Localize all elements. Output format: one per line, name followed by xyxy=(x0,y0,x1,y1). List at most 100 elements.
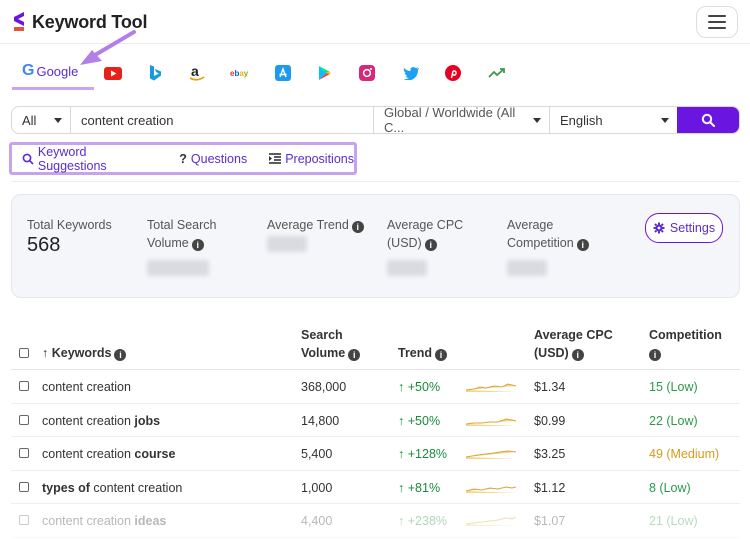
row-checkbox[interactable] xyxy=(19,448,29,458)
keyword-cell[interactable]: content creation course xyxy=(42,447,175,461)
keyword-highlight: types of xyxy=(42,480,90,495)
engine-tab-twitter[interactable] xyxy=(402,64,420,82)
cpc-cell: $1.12 xyxy=(534,480,566,495)
row-checkbox[interactable] xyxy=(19,414,29,425)
row-checkbox[interactable] xyxy=(19,481,29,492)
app-store-icon xyxy=(275,65,291,81)
stat-average-cpc-label-1: Average CPC xyxy=(387,218,464,232)
chevron-down-icon xyxy=(533,118,541,123)
stat-average-competition-label-2: Competition xyxy=(507,236,574,250)
stat-average-cpc-label-2: (USD) xyxy=(387,236,422,250)
settings-button-label: Settings xyxy=(669,221,716,235)
active-tab-underline xyxy=(12,87,94,90)
info-icon[interactable]: i xyxy=(435,349,448,361)
info-icon[interactable]: i xyxy=(424,239,437,251)
language-select[interactable]: English xyxy=(550,107,677,133)
row-checkbox[interactable] xyxy=(19,515,29,525)
location-select-value: Global / Worldwide (All C... xyxy=(384,106,516,134)
keyword-cell[interactable]: content creation xyxy=(42,380,131,394)
menu-bar-icon xyxy=(708,21,726,23)
engine-tab-amazon[interactable]: a xyxy=(188,64,206,82)
tab-keyword-suggestions[interactable]: Keyword Suggestions xyxy=(22,145,157,173)
column-header-cpc-label-1: Average CPC xyxy=(534,328,613,342)
table-row[interactable]: content creation 368,000 ↑ +50% $1.34 15 (Lo… xyxy=(11,370,740,404)
table-row[interactable]: content creation jobs 14,800 ↑ +50% $0.99 22… xyxy=(11,404,740,437)
hamburger-menu-button[interactable] xyxy=(696,6,738,38)
info-icon[interactable]: i xyxy=(571,349,584,361)
sparkline-chart xyxy=(466,516,516,526)
select-all-checkbox[interactable] xyxy=(19,348,29,358)
cpc-cell: $1.34 xyxy=(534,380,566,394)
column-header-competition[interactable]: Competition i xyxy=(649,326,722,362)
engine-tab-pinterest[interactable] xyxy=(444,64,462,82)
trend-value: +128% xyxy=(407,447,448,461)
column-header-trend[interactable]: Trend i xyxy=(398,344,448,362)
column-header-trend-label: Trend xyxy=(398,346,433,360)
bing-icon xyxy=(150,65,161,81)
column-header-volume-label-2: Volume xyxy=(301,346,346,360)
search-input-value: content creation xyxy=(81,112,174,128)
keyword-table: ↑ Keywords i Search Volume i Trend i Averag… xyxy=(11,318,740,538)
sparkline-chart xyxy=(466,383,516,392)
scope-select[interactable]: All xyxy=(12,107,71,133)
tab-prepositions[interactable]: Prepositions xyxy=(269,152,354,166)
engine-tab-instagram[interactable] xyxy=(358,64,376,82)
keyword-text: content creation xyxy=(42,447,135,461)
search-input[interactable]: content creation xyxy=(71,107,374,133)
sparkline-chart xyxy=(466,450,516,459)
engine-tab-bing[interactable] xyxy=(146,64,164,82)
search-button[interactable] xyxy=(677,107,739,133)
keyword-text: content creation xyxy=(42,380,131,394)
info-icon[interactable]: i xyxy=(351,221,364,233)
keyword-cell[interactable]: content creation ideas xyxy=(42,514,166,528)
question-icon: ? xyxy=(179,151,187,166)
sparkline-chart xyxy=(466,417,516,426)
info-icon[interactable]: i xyxy=(649,349,661,361)
settings-button[interactable]: Settings xyxy=(645,213,723,243)
column-header-average-cpc[interactable]: Average CPC (USD) i xyxy=(534,326,613,362)
section-divider xyxy=(11,181,740,182)
info-icon[interactable]: i xyxy=(114,349,127,361)
keyword-text: content creation xyxy=(42,514,135,528)
engine-tab-google[interactable]: G Google xyxy=(22,62,78,80)
table-header: ↑ Keywords i Search Volume i Trend i Averag… xyxy=(11,318,740,370)
table-row[interactable]: content creation course 5,400 ↑ +128% $3.25… xyxy=(11,437,740,471)
trend-value: +50% xyxy=(407,413,441,428)
column-header-keywords[interactable]: ↑ Keywords i xyxy=(42,344,127,362)
location-select[interactable]: Global / Worldwide (All C... xyxy=(374,107,550,133)
column-header-search-volume[interactable]: Search Volume i xyxy=(301,326,361,362)
arrow-up-icon: ↑ xyxy=(398,480,405,495)
keyword-highlight: ideas xyxy=(134,514,167,528)
keyword-highlight: jobs xyxy=(134,413,161,428)
google-icon: G xyxy=(22,62,35,79)
keyword-cell[interactable]: content creation jobs xyxy=(42,414,160,428)
info-icon[interactable]: i xyxy=(348,349,361,361)
trend-cell: ↑ +81% xyxy=(398,481,440,495)
tab-questions[interactable]: ? Questions xyxy=(179,152,247,166)
keyword-cell[interactable]: types of content creation xyxy=(42,481,182,495)
sort-up-icon: ↑ xyxy=(42,346,49,360)
chevron-down-icon xyxy=(54,118,62,123)
gear-icon xyxy=(653,222,665,234)
ebay-icon: ebay xyxy=(230,69,249,78)
table-row[interactable]: types of content creation 1,000 ↑ +81% $1.1… xyxy=(11,471,740,504)
stat-total-volume-label-1: Total Search xyxy=(147,218,217,232)
engine-tab-play-store[interactable] xyxy=(316,64,334,82)
arrow-up-icon: ↑ xyxy=(398,447,405,461)
engine-tab-youtube[interactable] xyxy=(104,64,122,82)
trends-icon xyxy=(488,68,505,78)
engine-tab-app-store[interactable] xyxy=(274,64,292,82)
engine-google-label: Google xyxy=(36,63,79,79)
row-checkbox[interactable] xyxy=(19,381,29,391)
logo[interactable]: Keyword Tool xyxy=(12,11,147,33)
engine-tab-trends[interactable] xyxy=(488,64,506,82)
info-icon[interactable]: i xyxy=(576,239,589,251)
table-row[interactable]: content creation ideas 4,400 ↑ +238% $1.07 2… xyxy=(11,504,740,538)
search-volume-cell: 1,000 xyxy=(301,480,333,495)
menu-bar-icon xyxy=(708,27,726,29)
info-icon[interactable]: i xyxy=(191,239,204,251)
sparkline-chart xyxy=(466,485,516,493)
trend-cell: ↑ +238% xyxy=(398,514,447,528)
engine-tab-ebay[interactable]: ebay xyxy=(230,64,252,82)
scope-select-value: All xyxy=(22,112,37,128)
